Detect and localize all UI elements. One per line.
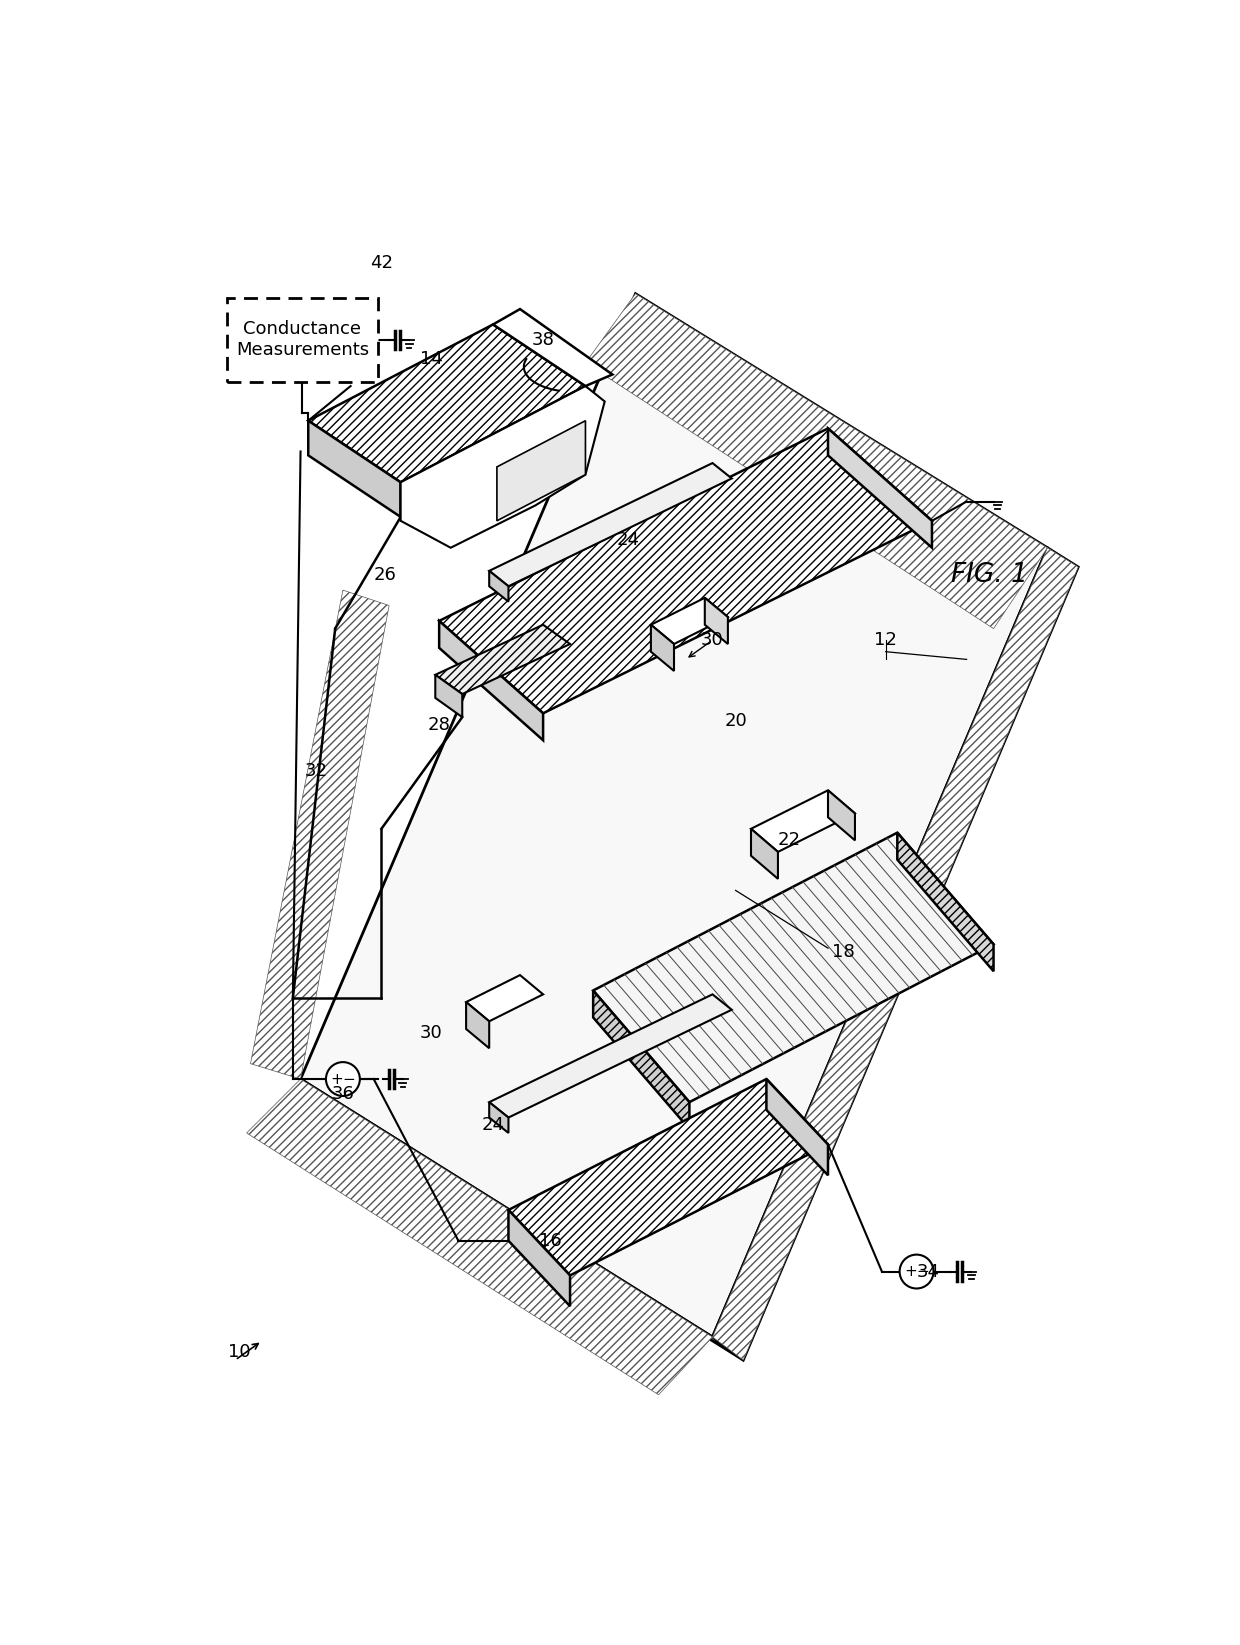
Text: 10: 10 [228,1344,250,1362]
Polygon shape [466,1002,490,1048]
Text: 30: 30 [420,1023,443,1041]
Polygon shape [585,294,1048,628]
Text: +: + [330,1071,343,1087]
Text: 12: 12 [874,632,898,650]
Text: 18: 18 [832,943,854,961]
Polygon shape [401,387,585,517]
Text: 36: 36 [331,1086,355,1104]
Polygon shape [713,548,1079,1360]
Polygon shape [508,1079,828,1275]
Polygon shape [300,294,1048,1337]
Polygon shape [247,1079,713,1395]
Text: 28: 28 [428,716,450,734]
Polygon shape [250,591,389,1079]
Text: 38: 38 [532,331,554,349]
Polygon shape [593,832,993,1102]
Polygon shape [713,548,1079,1360]
Polygon shape [401,387,605,548]
Polygon shape [651,625,675,671]
Text: −: − [916,1263,929,1280]
Text: 32: 32 [305,762,327,780]
Polygon shape [435,625,570,694]
Text: 30: 30 [701,632,724,650]
Polygon shape [490,571,508,602]
Polygon shape [828,428,932,548]
Polygon shape [508,1211,570,1306]
Polygon shape [898,832,993,971]
Polygon shape [766,1079,828,1175]
Circle shape [899,1255,934,1288]
Polygon shape [439,620,543,740]
Polygon shape [497,421,585,521]
Polygon shape [309,421,401,517]
Text: 26: 26 [373,566,397,584]
Polygon shape [593,990,689,1128]
Polygon shape [439,428,932,714]
Text: +: + [904,1263,916,1280]
Polygon shape [435,674,463,717]
Polygon shape [751,790,854,852]
Text: 24: 24 [481,1117,505,1135]
Circle shape [326,1063,360,1096]
Text: Conductance
Measurements: Conductance Measurements [236,321,370,359]
Text: 24: 24 [616,531,640,549]
Polygon shape [751,829,777,878]
Polygon shape [490,462,732,586]
Text: 22: 22 [777,831,801,849]
Text: FIG. 1: FIG. 1 [951,561,1028,587]
Text: 16: 16 [539,1232,562,1250]
FancyBboxPatch shape [227,298,377,382]
Text: 42: 42 [370,253,393,271]
Polygon shape [651,597,728,643]
Polygon shape [309,324,585,482]
Polygon shape [828,790,854,841]
Polygon shape [300,1079,743,1360]
Polygon shape [466,975,543,1022]
Polygon shape [490,1102,508,1133]
Text: 20: 20 [724,712,746,730]
Polygon shape [490,994,732,1117]
Text: 14: 14 [420,350,443,368]
Text: −: − [342,1071,356,1087]
Polygon shape [704,597,728,643]
Text: 34: 34 [916,1263,940,1280]
Polygon shape [494,309,613,387]
